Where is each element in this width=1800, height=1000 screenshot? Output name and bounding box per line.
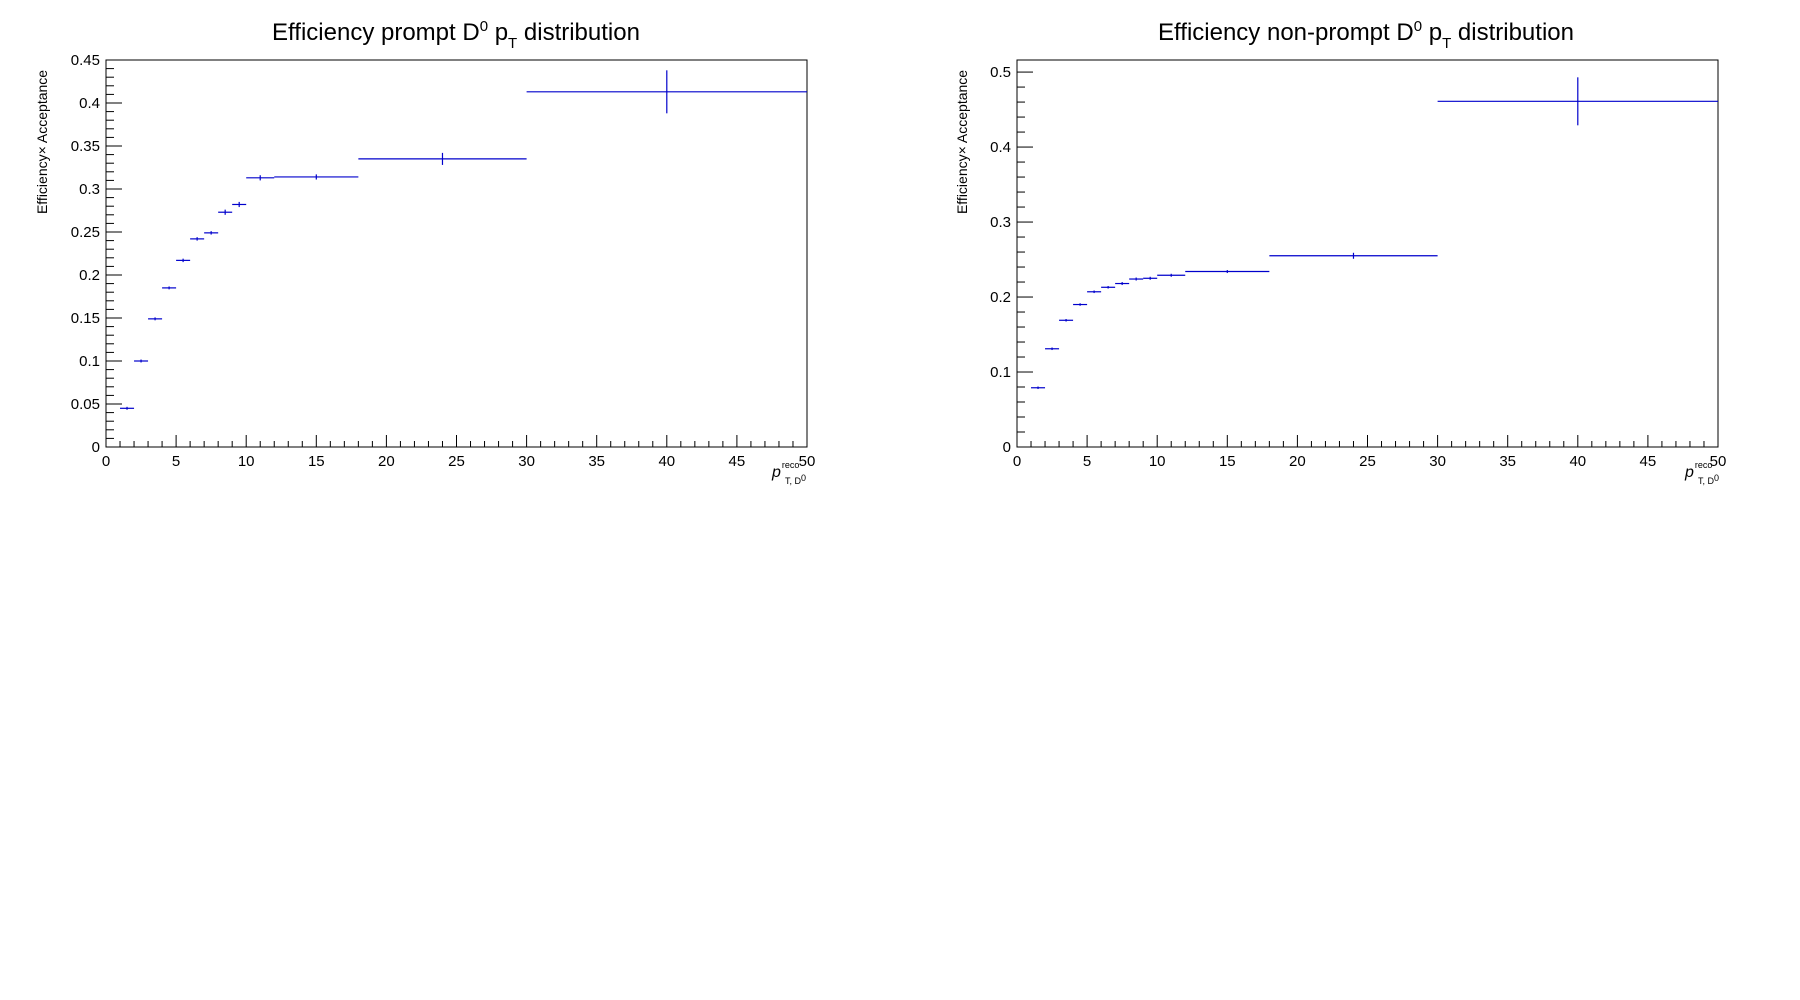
x-tick-label: 50 [799, 453, 816, 470]
data-point [176, 258, 191, 263]
x-tick-labels: 0 5 10 15 20 25 30 35 40 45 50 [102, 453, 816, 470]
x-tick-label: 30 [518, 453, 535, 470]
x-tick-label: 40 [1569, 453, 1586, 470]
y-tick-label: 0.35 [71, 138, 100, 155]
data-point [1143, 276, 1158, 280]
data-point [204, 231, 219, 235]
axis-ticks [105, 59, 808, 448]
y-axis-label: Efficiency× Acceptance [34, 70, 50, 214]
x-tick-label: 5 [1083, 453, 1091, 470]
data-point [1129, 277, 1144, 281]
data-point [1073, 303, 1088, 306]
data-point [120, 406, 135, 410]
data-point [1101, 286, 1116, 289]
plot-frame [105, 59, 808, 448]
data-point [1185, 270, 1270, 274]
data-point [246, 175, 275, 181]
x-tick-label: 0 [1013, 453, 1021, 470]
data-point [1157, 273, 1186, 277]
y-tick-label: 0.4 [990, 139, 1011, 156]
y-tick-label: 0.1 [990, 364, 1011, 381]
data-point [1115, 282, 1130, 286]
x-tick-label: 45 [729, 453, 746, 470]
chart-title: Efficiency non-prompt D0 pT distribution [1158, 18, 1574, 52]
x-tick-label: 5 [172, 453, 180, 470]
x-tick-label: 0 [102, 453, 110, 470]
data-point [232, 201, 247, 208]
y-tick-label: 0.2 [79, 267, 100, 284]
data-point [148, 317, 163, 321]
panel-nonprompt: Efficiency non-prompt D0 pT distribution… [954, 18, 1726, 486]
chart-title: Efficiency prompt D0 pT distribution [272, 18, 640, 52]
y-tick-label: 0.1 [79, 353, 100, 370]
x-axis-label-subscript: T, D0 [1698, 473, 1719, 486]
x-tick-label: 20 [378, 453, 395, 470]
data-point [1045, 347, 1060, 351]
x-tick-label: 10 [1149, 453, 1166, 470]
y-tick-labels: 0 0.1 0.2 0.3 0.4 0.5 [990, 64, 1011, 456]
x-tick-label: 35 [588, 453, 605, 470]
data-point [1031, 386, 1046, 390]
y-tick-label: 0.5 [990, 64, 1011, 81]
data-point [1087, 290, 1102, 294]
y-tick-labels: 0 0.05 0.1 0.15 0.2 0.25 0.3 0.35 0.4 0.45 [71, 52, 100, 456]
data-point [218, 209, 233, 215]
data-point [190, 237, 205, 241]
data-point [162, 286, 177, 290]
y-tick-label: 0.4 [79, 95, 100, 112]
x-tick-label: 10 [238, 453, 255, 470]
y-tick-label: 0.45 [71, 52, 100, 69]
x-tick-labels: 0 5 10 15 20 25 30 35 40 45 50 [1013, 453, 1727, 470]
y-axis-label: Efficiency× Acceptance [954, 70, 970, 214]
data-point [274, 174, 359, 180]
y-tick-label: 0.2 [990, 289, 1011, 306]
x-tick-label: 35 [1499, 453, 1516, 470]
axis-ticks [1016, 71, 1719, 448]
data-point [1059, 318, 1074, 322]
x-tick-label: 25 [1359, 453, 1376, 470]
x-tick-label: 30 [1429, 453, 1446, 470]
x-tick-label: 25 [448, 453, 465, 470]
y-tick-label: 0.3 [990, 214, 1011, 231]
data-point [1269, 252, 1438, 259]
y-tick-label: 0 [1003, 439, 1011, 456]
plot-frame [1016, 59, 1719, 448]
y-tick-label: 0.25 [71, 224, 100, 241]
panel-prompt: Efficiency prompt D0 pT distribution Eff… [34, 18, 815, 486]
x-tick-label: 40 [658, 453, 675, 470]
x-tick-label: 15 [1219, 453, 1236, 470]
x-axis-label-subscript: T, D0 [785, 473, 806, 486]
y-tick-label: 0.05 [71, 396, 100, 413]
x-axis-label: preco [1684, 460, 1712, 481]
data-points [1031, 77, 1718, 390]
data-point [134, 359, 149, 363]
data-point [1437, 77, 1718, 126]
y-tick-label: 0 [92, 439, 100, 456]
x-axis-label: preco [771, 460, 799, 481]
data-point [526, 70, 807, 114]
data-points [120, 70, 807, 410]
data-point [358, 152, 527, 165]
x-tick-label: 45 [1640, 453, 1657, 470]
y-tick-label: 0.3 [79, 181, 100, 198]
x-tick-label: 15 [308, 453, 325, 470]
x-tick-label: 50 [1710, 453, 1727, 470]
y-tick-label: 0.15 [71, 310, 100, 327]
x-tick-label: 20 [1289, 453, 1306, 470]
